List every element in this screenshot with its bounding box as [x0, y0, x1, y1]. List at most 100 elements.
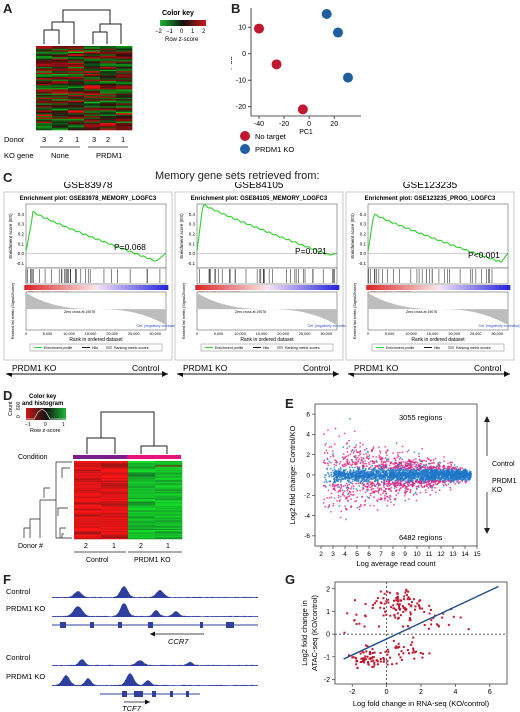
heatmap-cell	[52, 58, 69, 61]
heatmap-cell	[155, 536, 183, 539]
heatmap-cell	[74, 494, 102, 496]
heatmap-cell	[68, 61, 85, 64]
gsea-rank-bar-segment	[459, 285, 464, 290]
panel-e-point	[461, 479, 464, 481]
panel-e-point	[383, 490, 386, 493]
panel-e-point	[388, 469, 391, 472]
panel-e-point	[324, 462, 327, 465]
panel-g-point	[403, 607, 406, 610]
heatmap-cell	[101, 466, 129, 468]
panel-a-donor: 2	[59, 135, 63, 144]
panel-e-point	[425, 464, 428, 466]
heatmap-cell	[68, 102, 85, 104]
heatmap-cell	[128, 514, 156, 516]
panel-e-point	[443, 481, 446, 484]
heatmap-cell	[84, 55, 101, 58]
heatmap-cell	[100, 99, 117, 101]
panel-e-point	[449, 472, 452, 475]
panel-d-group-control: Control	[86, 557, 109, 564]
heatmap-cell	[155, 489, 183, 492]
panel-e-point	[346, 458, 349, 461]
panel-e-point	[376, 480, 379, 483]
gsea-rank-bar-segment	[263, 285, 268, 290]
heatmap-cell	[84, 113, 101, 115]
panel-e-point	[350, 477, 353, 480]
panel-e-point	[333, 477, 336, 480]
heatmap-cell	[84, 86, 101, 89]
heatmap-cell	[101, 532, 129, 534]
heatmap-cell	[116, 96, 133, 99]
heatmap-cell	[36, 99, 53, 101]
panel-g-point	[369, 652, 372, 655]
panel-e-point	[406, 474, 409, 477]
panel-e-point	[393, 463, 396, 466]
heatmap-cell	[116, 89, 133, 92]
heatmap-cell	[74, 511, 102, 513]
heatmap-cell	[128, 492, 156, 494]
panel-e-point	[387, 499, 389, 502]
panel-a-scale-tick: −1	[166, 29, 174, 35]
gsea-rank-bar-segment	[274, 285, 279, 290]
heatmap-cell	[84, 99, 101, 101]
panel-e-point	[398, 467, 401, 470]
panel-e-point	[374, 464, 377, 467]
heatmap-cell	[36, 125, 53, 128]
heatmap-cell	[101, 533, 129, 535]
heatmap-cell	[128, 525, 156, 528]
heatmap-cell	[52, 90, 69, 93]
gsea-rank-bar-segment	[292, 285, 297, 290]
panel-g-point	[380, 602, 383, 605]
panel-e-y-tick-label: -6	[304, 533, 310, 540]
panel-e-point	[348, 445, 351, 448]
gsea-rank-bar-segment	[488, 285, 493, 290]
panel-e-point	[413, 492, 416, 495]
heatmap-cell	[128, 485, 156, 487]
panel-g-point	[363, 625, 366, 628]
panel-e-point	[329, 484, 331, 487]
gsea-rank-bar-segment	[499, 285, 504, 290]
heatmap-cell	[155, 492, 183, 494]
panel-e-point	[433, 475, 436, 477]
heatmap-cell	[74, 463, 102, 465]
heatmap-cell	[100, 95, 117, 97]
panel-a-donor: 1	[121, 135, 125, 144]
panel-e-point	[383, 486, 385, 489]
panel-e-point	[376, 472, 379, 475]
panel-e-point	[337, 471, 340, 473]
heatmap-cell	[74, 537, 102, 540]
gsea-legend-metric	[277, 346, 283, 349]
heatmap-cell	[116, 69, 133, 72]
panel-e-point	[384, 474, 387, 477]
panel-e-point	[350, 481, 352, 484]
gsea-es-tick: 0.3	[189, 222, 196, 227]
heatmap-cell	[101, 463, 129, 465]
panel-e-point	[374, 485, 377, 488]
heatmap-cell	[74, 528, 102, 531]
panel-g-point	[410, 643, 413, 646]
panel-e-point	[400, 464, 403, 467]
panel-g-point	[405, 608, 408, 611]
panel-e-point	[421, 481, 423, 483]
heatmap-cell	[116, 121, 133, 124]
heatmap-cell	[36, 124, 53, 127]
gsea-rank-bar-segment	[402, 285, 407, 290]
panel-e-point	[351, 463, 354, 466]
heatmap-cell	[116, 46, 133, 48]
gsea-x-label: Rank in ordered dataset	[69, 337, 123, 343]
heatmap-cell	[155, 508, 183, 511]
heatmap-cell	[84, 114, 101, 117]
panel-e-point	[451, 476, 454, 478]
panel-e-down-label-line2: KO	[492, 487, 503, 494]
heatmap-cell	[68, 124, 85, 127]
heatmap-cell	[84, 85, 101, 87]
panel-e-point	[377, 491, 380, 494]
heatmap-cell	[74, 462, 102, 464]
heatmap-cell	[36, 83, 53, 86]
heatmap-cell	[116, 100, 133, 103]
panel-g-point	[399, 599, 402, 602]
panel-e-point	[381, 463, 384, 466]
panel-e-point	[431, 478, 434, 481]
heatmap-cell	[74, 518, 102, 521]
panel-e-point	[345, 463, 347, 465]
